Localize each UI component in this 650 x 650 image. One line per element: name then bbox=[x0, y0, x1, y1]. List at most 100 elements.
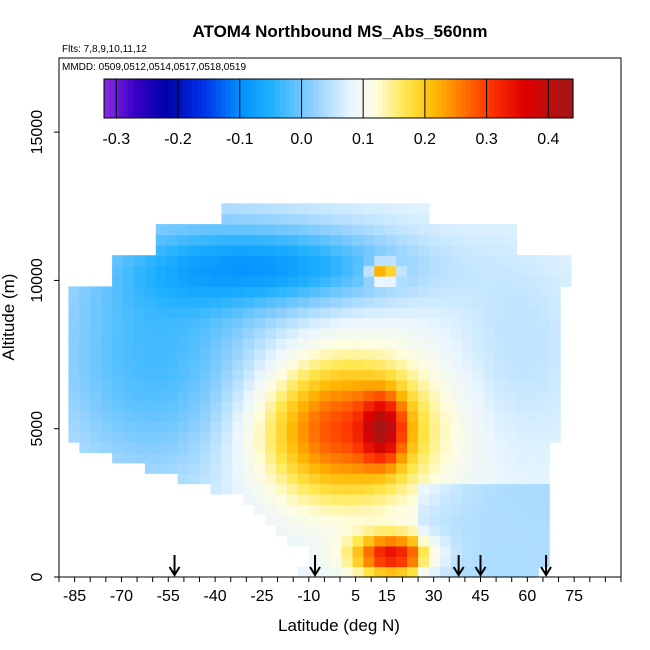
heatmap-cell bbox=[450, 348, 463, 360]
heatmap-cell bbox=[363, 525, 375, 537]
heatmap-cell bbox=[210, 276, 222, 287]
heatmap-cell bbox=[418, 421, 430, 433]
heatmap-cell bbox=[210, 348, 222, 360]
heatmap-cell bbox=[276, 234, 288, 246]
y-tick-label: 5000 bbox=[29, 411, 46, 447]
heatmap-cell bbox=[101, 390, 113, 402]
colorbar-segment bbox=[221, 79, 227, 118]
heatmap-cell bbox=[286, 442, 299, 454]
heatmap-cell bbox=[516, 410, 528, 422]
heatmap-cell bbox=[341, 504, 354, 516]
heatmap-cell bbox=[123, 296, 135, 308]
heatmap-cell bbox=[483, 535, 496, 547]
heatmap-cell bbox=[308, 317, 321, 329]
heatmap-cell bbox=[286, 390, 299, 402]
heatmap-cell bbox=[254, 234, 266, 246]
heatmap-cell bbox=[483, 566, 496, 578]
x-tick-label: -55 bbox=[157, 588, 180, 605]
heatmap-cell bbox=[265, 390, 277, 402]
heatmap-cell bbox=[188, 255, 201, 267]
heatmap-cell bbox=[439, 369, 452, 381]
heatmap-cell bbox=[418, 307, 430, 319]
heatmap-cell bbox=[461, 504, 474, 516]
heatmap-cell bbox=[472, 545, 485, 557]
heatmap-cell bbox=[221, 410, 233, 422]
heatmap-cell bbox=[439, 421, 452, 433]
heatmap-cell bbox=[450, 400, 463, 412]
colorbar-segment bbox=[240, 79, 247, 118]
heatmap-cell bbox=[90, 390, 102, 402]
heatmap-cell bbox=[363, 369, 375, 381]
heatmap-cell bbox=[221, 421, 233, 433]
heatmap-cell bbox=[374, 390, 386, 402]
heatmap-cell bbox=[341, 338, 354, 350]
heatmap-cell bbox=[210, 244, 222, 256]
heatmap-cell bbox=[418, 359, 430, 370]
heatmap-cell bbox=[188, 327, 201, 339]
heatmap-cell bbox=[330, 348, 343, 360]
heatmap-cell bbox=[549, 338, 561, 350]
heatmap-cell bbox=[308, 286, 321, 298]
colorbar-segment bbox=[362, 79, 369, 118]
heatmap-cell bbox=[418, 244, 430, 256]
heatmap-cell bbox=[505, 473, 517, 485]
heatmap-cell bbox=[123, 400, 135, 412]
heatmap-cell bbox=[265, 317, 277, 329]
heatmap-cell bbox=[101, 296, 113, 308]
heatmap-cell bbox=[188, 473, 201, 485]
heatmap-cell bbox=[330, 390, 343, 402]
heatmap-cell bbox=[374, 431, 386, 443]
heatmap-cell bbox=[286, 307, 299, 319]
heatmap-cell bbox=[166, 317, 179, 329]
heatmap-cell bbox=[330, 213, 343, 225]
heatmap-cell bbox=[112, 255, 124, 267]
heatmap-cell bbox=[483, 359, 496, 370]
colorbar-segment bbox=[470, 79, 476, 118]
heatmap-cell bbox=[494, 535, 507, 547]
heatmap-cell bbox=[418, 556, 430, 568]
heatmap-cell bbox=[319, 514, 332, 526]
heatmap-cell bbox=[297, 390, 310, 402]
heatmap-cell bbox=[407, 359, 419, 370]
heatmap-cell bbox=[254, 327, 266, 339]
heatmap-cell bbox=[112, 421, 124, 433]
heatmap-cell bbox=[407, 400, 419, 412]
colorbar-tick-label: 0.3 bbox=[475, 131, 497, 148]
heatmap-cell bbox=[177, 359, 190, 370]
heatmap-cell bbox=[319, 390, 332, 402]
heatmap-cell bbox=[177, 265, 190, 277]
heatmap-cell bbox=[374, 213, 386, 225]
heatmap-cell bbox=[112, 359, 124, 370]
heatmap-cell bbox=[133, 307, 146, 319]
heatmap-cell bbox=[363, 307, 375, 319]
heatmap-cell bbox=[461, 535, 474, 547]
heatmap-cell bbox=[232, 234, 244, 246]
heatmap-cell bbox=[450, 255, 463, 267]
heatmap-cell bbox=[254, 400, 266, 412]
heatmap-cell bbox=[188, 390, 201, 402]
heatmap-cell bbox=[549, 369, 561, 381]
heatmap-cell bbox=[429, 265, 441, 277]
heatmap-cell bbox=[112, 442, 124, 454]
heatmap-cell bbox=[538, 494, 550, 505]
heatmap-cell bbox=[232, 369, 244, 381]
heatmap-cell bbox=[450, 296, 463, 308]
heatmap-cell bbox=[243, 359, 255, 370]
heatmap-cell bbox=[483, 369, 496, 381]
heatmap-cell bbox=[276, 255, 288, 267]
heatmap-cell bbox=[418, 525, 430, 537]
heatmap-cell bbox=[538, 483, 550, 495]
colorbar-segment bbox=[543, 79, 550, 118]
heatmap-cell bbox=[319, 348, 332, 360]
heatmap-cell bbox=[265, 421, 277, 433]
heatmap-cell bbox=[199, 410, 211, 422]
heatmap-cell bbox=[210, 338, 222, 350]
heatmap-cell bbox=[527, 369, 539, 381]
heatmap-cell bbox=[341, 276, 354, 287]
heatmap-cell bbox=[297, 327, 310, 339]
heatmap-cell bbox=[79, 421, 91, 433]
heatmap-cell bbox=[308, 265, 321, 277]
colorbar-segment bbox=[182, 79, 188, 118]
heatmap-cell bbox=[450, 369, 463, 381]
heatmap-cell bbox=[243, 234, 255, 246]
